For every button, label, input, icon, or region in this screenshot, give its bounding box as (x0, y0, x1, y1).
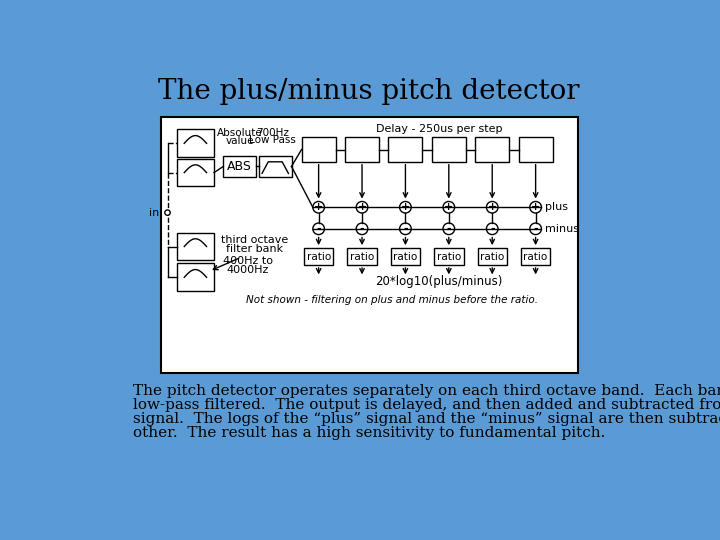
Text: Not shown - filtering on plus and minus before the ratio.: Not shown - filtering on plus and minus … (246, 295, 539, 305)
Bar (177, 159, 214, 186)
Text: +: + (401, 202, 410, 212)
Circle shape (530, 201, 541, 213)
Circle shape (356, 201, 368, 213)
Text: minus: minus (545, 224, 580, 234)
Text: ratio: ratio (307, 252, 330, 261)
Text: 20*log10(plus/minus): 20*log10(plus/minus) (375, 275, 503, 288)
Bar (161, 117, 578, 373)
Text: Delay - 250us per step: Delay - 250us per step (376, 125, 502, 134)
Text: The pitch detector operates separately on each third octave band.  Each band is : The pitch detector operates separately o… (132, 384, 720, 399)
Circle shape (165, 210, 170, 215)
Text: +: + (357, 202, 366, 212)
Text: -: - (360, 224, 364, 234)
Text: third octave: third octave (220, 235, 288, 245)
Text: 400Hz to: 400Hz to (223, 256, 273, 266)
Text: 4000Hz: 4000Hz (227, 265, 269, 275)
Bar (177, 130, 214, 157)
Bar (304, 248, 333, 265)
Text: other.  The result has a high sensitivity to fundamental pitch.: other. The result has a high sensitivity… (132, 426, 605, 440)
Text: signal.  The logs of the “plus” signal and the “minus” signal are then subtracte: signal. The logs of the “plus” signal an… (132, 412, 720, 426)
Text: +: + (314, 202, 323, 212)
Circle shape (312, 223, 325, 234)
Bar (177, 264, 214, 291)
Text: ratio: ratio (393, 252, 418, 261)
Text: ABS: ABS (227, 160, 252, 173)
Text: -: - (490, 224, 495, 234)
Bar (347, 248, 377, 265)
Circle shape (400, 201, 411, 213)
Circle shape (312, 201, 325, 213)
Text: low-pass filtered.  The output is delayed, and then added and subtracted from th: low-pass filtered. The output is delayed… (132, 398, 720, 412)
Bar (388, 137, 423, 162)
Bar (391, 248, 420, 265)
Text: filter bank: filter bank (226, 244, 283, 254)
Circle shape (400, 223, 411, 234)
Circle shape (443, 201, 454, 213)
Text: +: + (487, 202, 497, 212)
Text: -: - (534, 224, 538, 234)
Text: The plus/minus pitch detector: The plus/minus pitch detector (158, 78, 580, 105)
Circle shape (530, 223, 541, 234)
Text: ratio: ratio (480, 252, 504, 261)
Bar (302, 137, 336, 162)
Text: ratio: ratio (523, 252, 548, 261)
Bar (434, 248, 464, 265)
Bar (521, 248, 550, 265)
Bar (259, 156, 292, 177)
Bar (518, 137, 553, 162)
Text: -: - (316, 224, 321, 234)
Bar (177, 233, 214, 260)
Text: -: - (403, 224, 408, 234)
Text: +: + (444, 202, 454, 212)
Bar (477, 248, 507, 265)
Bar (345, 137, 379, 162)
Text: ratio: ratio (437, 252, 461, 261)
Bar (475, 137, 509, 162)
Circle shape (487, 223, 498, 234)
Circle shape (356, 223, 368, 234)
Text: ratio: ratio (350, 252, 374, 261)
Text: plus: plus (545, 202, 568, 212)
Circle shape (487, 201, 498, 213)
Text: Low Pass: Low Pass (249, 135, 297, 145)
Circle shape (443, 223, 454, 234)
Bar (223, 156, 256, 177)
Bar (432, 137, 466, 162)
Text: +: + (531, 202, 540, 212)
Text: Absolute: Absolute (217, 129, 263, 138)
Text: value: value (225, 136, 254, 146)
Text: -: - (446, 224, 451, 234)
Text: 700Hz: 700Hz (256, 127, 289, 138)
Text: in: in (150, 208, 160, 218)
